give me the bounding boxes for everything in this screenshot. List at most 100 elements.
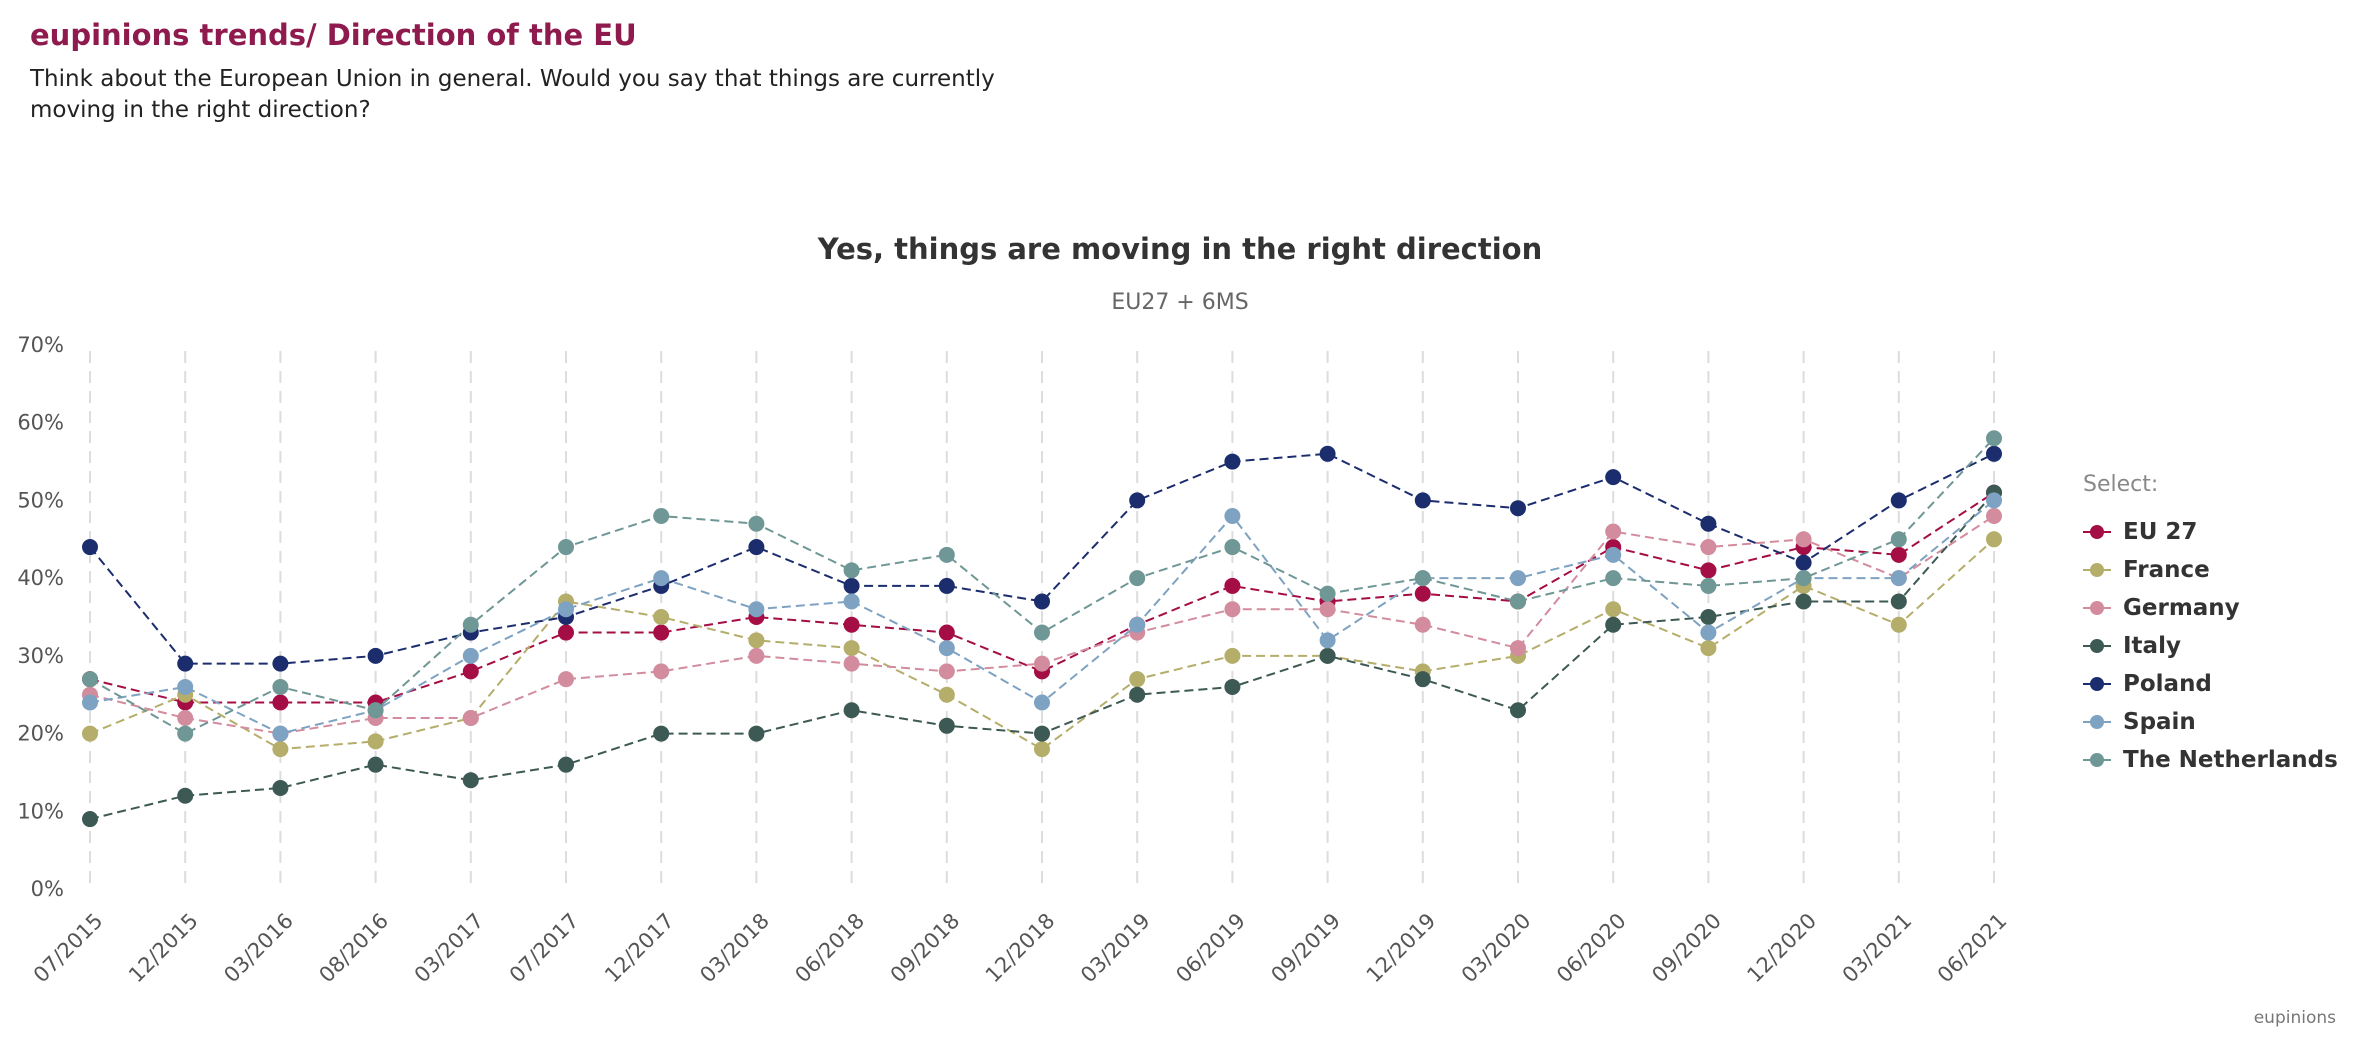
data-point-spain[interactable]: Spain 09/2018: 31% [938, 640, 955, 657]
data-point-germany[interactable]: Germany 07/2017: 27% [558, 671, 574, 688]
data-point-the-netherlands[interactable]: The Netherlands 12/2018: 33% [1034, 624, 1050, 641]
data-point-spain[interactable]: Spain 12/2017: 40% [653, 570, 670, 587]
data-point-italy[interactable]: Italy 06/2020: 34% [1605, 616, 1622, 633]
data-point-france[interactable]: France 07/2015: 20% [82, 725, 98, 742]
legend-item-france[interactable]: France [2083, 551, 2338, 589]
data-point-eu-27[interactable]: EU 27 09/2018: 33% [938, 624, 955, 641]
data-point-germany[interactable]: Germany 03/2020: 31% [1510, 640, 1526, 657]
data-point-the-netherlands[interactable]: The Netherlands 06/2020: 40% [1605, 570, 1622, 587]
data-point-italy[interactable]: Italy 03/2019: 25% [1129, 686, 1146, 703]
data-point-germany[interactable]: Germany 12/2018: 29% [1034, 655, 1050, 672]
data-point-france[interactable]: France 12/2017: 35% [653, 609, 670, 625]
data-point-italy[interactable]: Italy 12/2020: 37% [1795, 593, 1812, 610]
data-point-france[interactable]: France 06/2018: 31% [843, 640, 860, 657]
data-point-germany[interactable]: Germany 06/2019: 36% [1224, 601, 1241, 618]
data-point-germany[interactable]: Germany 12/2020: 45% [1795, 531, 1812, 548]
data-point-italy[interactable]: Italy 03/2020: 23% [1510, 702, 1526, 719]
data-point-spain[interactable]: Spain 03/2017: 30% [462, 647, 479, 664]
data-point-france[interactable]: France 03/2016: 18% [272, 741, 289, 758]
data-point-poland[interactable]: Poland 03/2020: 49% [1510, 500, 1526, 517]
data-point-poland[interactable]: Poland 06/2021: 56% [1986, 445, 2002, 462]
data-point-the-netherlands[interactable]: The Netherlands 07/2015: 27% [82, 671, 98, 688]
data-point-poland[interactable]: Poland 09/2019: 56% [1319, 445, 1336, 462]
data-point-italy[interactable]: Italy 03/2018: 20% [748, 725, 765, 742]
data-point-spain[interactable]: Spain 03/2021: 40% [1890, 570, 1907, 587]
data-point-spain[interactable]: Spain 12/2018: 24% [1034, 694, 1050, 711]
data-point-spain[interactable]: Spain 06/2020: 43% [1605, 546, 1622, 563]
data-point-spain[interactable]: Spain 03/2016: 20% [272, 725, 289, 742]
data-point-spain[interactable]: Spain 03/2019: 34% [1129, 616, 1146, 633]
data-point-poland[interactable]: Poland 07/2015: 44% [82, 539, 98, 556]
data-point-poland[interactable]: Poland 12/2019: 50% [1414, 492, 1431, 509]
legend-item-spain[interactable]: Spain [2083, 703, 2338, 741]
data-point-poland[interactable]: Poland 03/2018: 44% [748, 539, 765, 556]
data-point-spain[interactable]: Spain 06/2018: 37% [843, 593, 860, 610]
data-point-eu-27[interactable]: EU 27 07/2017: 33% [558, 624, 574, 641]
data-point-poland[interactable]: Poland 06/2018: 39% [843, 577, 860, 594]
data-point-poland[interactable]: Poland 09/2020: 47% [1700, 515, 1717, 532]
data-point-eu-27[interactable]: EU 27 03/2021: 43% [1890, 546, 1907, 563]
data-point-the-netherlands[interactable]: The Netherlands 03/2020: 37% [1510, 593, 1526, 610]
data-point-italy[interactable]: Italy 03/2016: 13% [272, 779, 289, 796]
data-point-germany[interactable]: Germany 06/2020: 46% [1605, 523, 1622, 540]
data-point-germany[interactable]: Germany 12/2015: 22% [177, 710, 194, 727]
data-point-poland[interactable]: Poland 03/2021: 50% [1890, 492, 1907, 509]
data-point-germany[interactable]: Germany 12/2017: 28% [653, 663, 670, 680]
legend-item-the-netherlands[interactable]: The Netherlands [2083, 741, 2338, 779]
data-point-the-netherlands[interactable]: The Netherlands 12/2017: 48% [653, 507, 670, 524]
data-point-poland[interactable]: Poland 06/2019: 55% [1224, 453, 1241, 470]
data-point-germany[interactable]: Germany 09/2018: 28% [938, 663, 955, 680]
data-point-germany[interactable]: Germany 06/2021: 48% [1986, 507, 2002, 524]
data-point-spain[interactable]: Spain 07/2017: 36% [558, 601, 574, 618]
data-point-germany[interactable]: Germany 09/2019: 36% [1319, 601, 1336, 618]
data-point-spain[interactable]: Spain 03/2020: 40% [1510, 570, 1526, 587]
data-point-spain[interactable]: Spain 06/2021: 50% [1986, 492, 2002, 509]
data-point-the-netherlands[interactable]: The Netherlands 09/2020: 39% [1700, 577, 1717, 594]
data-point-eu-27[interactable]: EU 27 06/2018: 34% [843, 616, 860, 633]
data-point-italy[interactable]: Italy 03/2021: 37% [1890, 593, 1907, 610]
data-point-the-netherlands[interactable]: The Netherlands 03/2016: 26% [272, 678, 289, 695]
data-point-spain[interactable]: Spain 12/2015: 26% [177, 678, 194, 695]
data-point-poland[interactable]: Poland 06/2020: 53% [1605, 469, 1622, 486]
data-point-eu-27[interactable]: EU 27 12/2017: 33% [653, 624, 670, 641]
data-point-spain[interactable]: Spain 07/2015: 24% [82, 694, 98, 711]
data-point-france[interactable]: France 03/2019: 27% [1129, 671, 1146, 688]
data-point-germany[interactable]: Germany 06/2018: 29% [843, 655, 860, 672]
data-point-italy[interactable]: Italy 06/2018: 23% [843, 702, 860, 719]
data-point-spain[interactable]: Spain 03/2018: 36% [748, 601, 765, 618]
data-point-poland[interactable]: Poland 12/2018: 37% [1034, 593, 1050, 610]
legend-item-germany[interactable]: Germany [2083, 589, 2338, 627]
data-point-poland[interactable]: Poland 03/2019: 50% [1129, 492, 1146, 509]
data-point-germany[interactable]: Germany 09/2020: 44% [1700, 539, 1717, 556]
data-point-the-netherlands[interactable]: The Netherlands 08/2016: 23% [367, 702, 384, 719]
data-point-germany[interactable]: Germany 03/2018: 30% [748, 647, 765, 664]
data-point-poland[interactable]: Poland 12/2020: 42% [1795, 554, 1812, 571]
data-point-eu-27[interactable]: EU 27 03/2017: 28% [462, 663, 479, 680]
data-point-the-netherlands[interactable]: The Netherlands 03/2021: 45% [1890, 531, 1907, 548]
data-point-poland[interactable]: Poland 08/2016: 30% [367, 647, 384, 664]
data-point-france[interactable]: France 03/2018: 32% [748, 632, 765, 649]
data-point-italy[interactable]: Italy 12/2015: 12% [177, 787, 194, 804]
data-point-poland[interactable]: Poland 03/2016: 29% [272, 655, 289, 672]
data-point-the-netherlands[interactable]: The Netherlands 03/2019: 40% [1129, 570, 1146, 587]
legend-item-eu-27[interactable]: EU 27 [2083, 513, 2338, 551]
data-point-italy[interactable]: Italy 07/2015: 9% [82, 811, 98, 828]
data-point-italy[interactable]: Italy 09/2019: 30% [1319, 647, 1336, 664]
data-point-the-netherlands[interactable]: The Netherlands 12/2020: 40% [1795, 570, 1812, 587]
data-point-spain[interactable]: Spain 09/2019: 32% [1319, 632, 1336, 649]
data-point-italy[interactable]: Italy 03/2017: 14% [462, 772, 479, 789]
data-point-italy[interactable]: Italy 12/2018: 20% [1034, 725, 1050, 742]
data-point-germany[interactable]: Germany 03/2017: 22% [462, 710, 479, 727]
data-point-italy[interactable]: Italy 12/2019: 27% [1414, 671, 1431, 688]
data-point-italy[interactable]: Italy 12/2017: 20% [653, 725, 670, 742]
legend-item-poland[interactable]: Poland [2083, 665, 2338, 703]
data-point-france[interactable]: France 09/2018: 25% [938, 686, 955, 703]
data-point-italy[interactable]: Italy 06/2019: 26% [1224, 678, 1241, 695]
data-point-the-netherlands[interactable]: The Netherlands 09/2019: 38% [1319, 585, 1336, 602]
data-point-france[interactable]: France 03/2021: 34% [1890, 616, 1907, 633]
data-point-poland[interactable]: Poland 12/2015: 29% [177, 655, 194, 672]
data-point-the-netherlands[interactable]: The Netherlands 07/2017: 44% [558, 539, 574, 556]
data-point-france[interactable]: France 06/2021: 45% [1986, 531, 2002, 548]
data-point-spain[interactable]: Spain 09/2020: 33% [1700, 624, 1717, 641]
data-point-the-netherlands[interactable]: The Netherlands 06/2019: 44% [1224, 539, 1241, 556]
